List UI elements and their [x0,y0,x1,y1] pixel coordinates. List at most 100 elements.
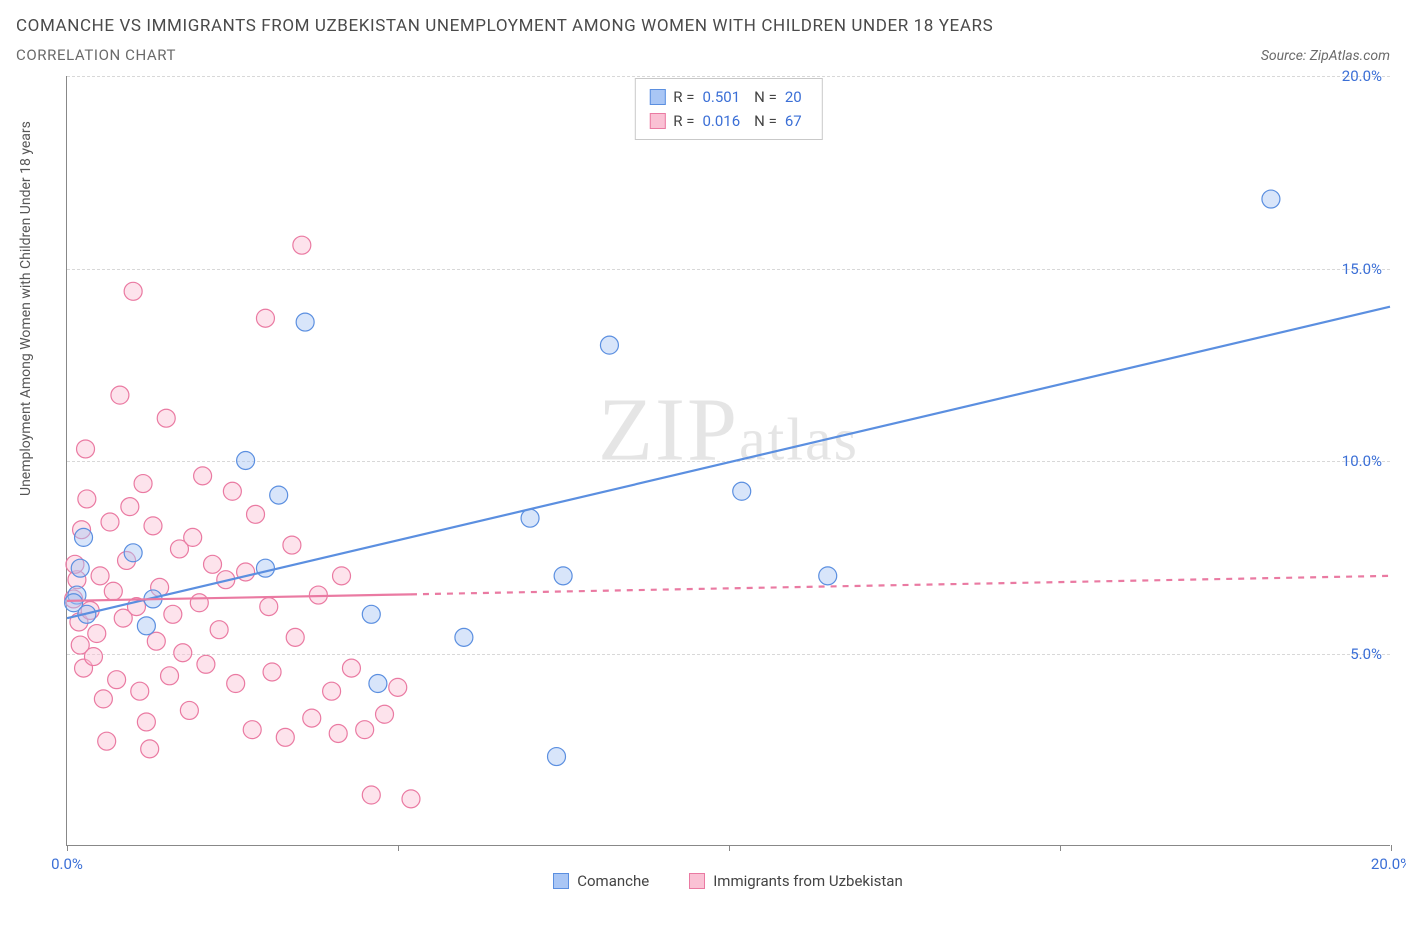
data-point-uzbekistan [342,659,360,677]
data-point-uzbekistan [190,594,208,612]
page-title: COMANCHE VS IMMIGRANTS FROM UZBEKISTAN U… [16,16,1390,36]
data-point-uzbekistan [197,655,215,673]
data-point-uzbekistan [194,467,212,485]
scatter-svg [67,76,1390,845]
x-tick [729,845,730,851]
legend-item-comanche: Comanche [553,872,649,890]
legend-label-comanche: Comanche [577,872,649,890]
data-point-uzbekistan [204,555,222,573]
data-point-uzbekistan [223,482,241,500]
data-point-comanche [71,559,89,577]
stats-row-uzbekistan: R = 0.016 N = 67 [649,109,807,133]
data-point-uzbekistan [210,621,228,639]
swatch-uzbekistan [649,113,665,129]
data-point-uzbekistan [98,732,116,750]
data-point-comanche [455,628,473,646]
x-tick [67,845,68,851]
data-point-uzbekistan [121,498,139,516]
data-point-uzbekistan [402,790,420,808]
data-point-uzbekistan [88,625,106,643]
stats-row-comanche: R = 0.501 N = 20 [649,85,807,109]
data-point-uzbekistan [389,678,407,696]
data-point-uzbekistan [111,386,129,404]
data-point-uzbekistan [362,786,380,804]
n-value-uzbekistan: 67 [785,109,802,133]
data-point-uzbekistan [77,440,95,458]
correlation-scatter-chart: Unemployment Among Women with Children U… [16,76,1390,896]
data-point-uzbekistan [124,282,142,300]
data-point-uzbekistan [91,567,109,585]
data-point-comanche [256,559,274,577]
data-point-comanche [296,313,314,331]
legend-item-uzbekistan: Immigrants from Uzbekistan [689,872,903,890]
data-point-uzbekistan [137,713,155,731]
data-point-uzbekistan [243,721,261,739]
data-point-uzbekistan [164,605,182,623]
r-value-comanche: 0.501 [702,85,740,109]
data-point-uzbekistan [104,582,122,600]
data-point-uzbekistan [286,628,304,646]
data-point-uzbekistan [144,517,162,535]
data-point-uzbekistan [78,490,96,508]
swatch-comanche [649,89,665,105]
x-tick [1391,845,1392,851]
r-label: R = [673,109,694,133]
data-point-comanche [124,544,142,562]
data-point-comanche [600,336,618,354]
y-axis-title: Unemployment Among Women with Children U… [18,476,34,496]
data-point-uzbekistan [157,409,175,427]
data-point-uzbekistan [303,709,321,727]
data-point-comanche [137,617,155,635]
x-tick [1060,845,1061,851]
source-citation: Source: ZipAtlas.com [1261,48,1390,64]
n-label: N = [754,85,777,109]
data-point-uzbekistan [376,705,394,723]
data-point-comanche [270,486,288,504]
data-point-comanche [369,675,387,693]
n-label: N = [754,109,777,133]
data-point-comanche [237,452,255,470]
data-point-uzbekistan [329,725,347,743]
data-point-uzbekistan [184,528,202,546]
plot-area: ZIPatlas R =0.501N =20R =0.016N =67 5.0%… [66,76,1390,846]
data-point-uzbekistan [134,475,152,493]
data-point-uzbekistan [333,567,351,585]
data-point-comanche [362,605,380,623]
data-point-uzbekistan [131,682,149,700]
n-value-comanche: 20 [785,85,802,109]
data-point-uzbekistan [141,740,159,758]
data-point-uzbekistan [147,632,165,650]
stats-legend-box: R = 0.501 N = 20 R = 0.016 N = 67 [634,78,822,140]
trendline-comanche [67,307,1390,618]
data-point-comanche [733,482,751,500]
data-point-uzbekistan [247,505,265,523]
data-point-comanche [548,748,566,766]
chart-subtitle: CORRELATION CHART [16,46,176,64]
data-point-uzbekistan [293,236,311,254]
data-point-uzbekistan [256,309,274,327]
legend-bottom: Comanche Immigrants from Uzbekistan [66,866,1390,896]
data-point-uzbekistan [276,728,294,746]
subtitle-row: CORRELATION CHART Source: ZipAtlas.com [16,46,1390,64]
x-tick [398,845,399,851]
r-value-uzbekistan: 0.016 [702,109,740,133]
data-point-comanche [1262,190,1280,208]
data-point-comanche [75,528,93,546]
data-point-uzbekistan [94,690,112,708]
swatch-comanche [553,873,569,889]
data-point-uzbekistan [356,721,374,739]
data-point-uzbekistan [108,671,126,689]
data-point-uzbekistan [263,663,281,681]
data-point-uzbekistan [260,598,278,616]
data-point-comanche [819,567,837,585]
data-point-uzbekistan [101,513,119,531]
data-point-uzbekistan [161,667,179,685]
data-point-uzbekistan [283,536,301,554]
data-point-uzbekistan [323,682,341,700]
data-point-uzbekistan [227,675,245,693]
r-label: R = [673,85,694,109]
data-point-uzbekistan [180,701,198,719]
legend-label-uzbekistan: Immigrants from Uzbekistan [713,872,903,890]
data-point-uzbekistan [174,644,192,662]
swatch-uzbekistan [689,873,705,889]
